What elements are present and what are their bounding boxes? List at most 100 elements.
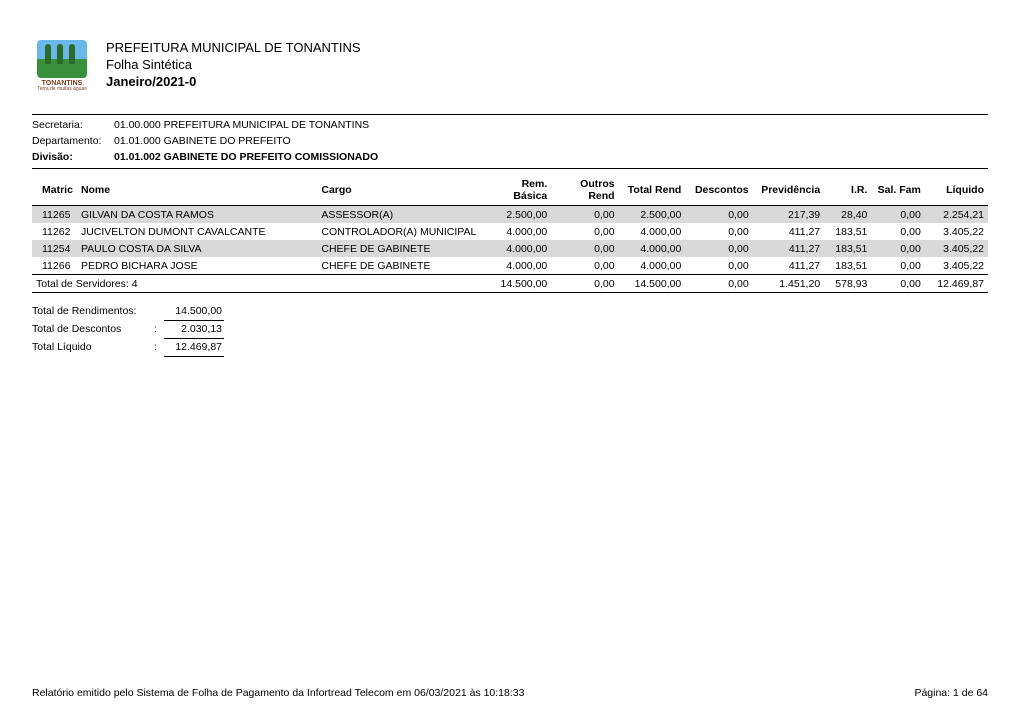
report-period: Janeiro/2021-0 bbox=[106, 74, 361, 89]
cell-tot: 4.000,00 bbox=[619, 257, 686, 275]
summary-block: Total de Rendimentos: 14.500,00 Total de… bbox=[32, 303, 988, 356]
cell-prev: 411,27 bbox=[753, 223, 825, 240]
cell-rem: 4.000,00 bbox=[481, 240, 551, 257]
cell-liq: 3.405,22 bbox=[925, 240, 988, 257]
cell-prev: 411,27 bbox=[753, 257, 825, 275]
col-ir: I.R. bbox=[824, 175, 871, 206]
meta-label-secretaria: Secretaria: bbox=[32, 118, 114, 134]
col-tot: Total Rend bbox=[619, 175, 686, 206]
summary-colon: : bbox=[154, 321, 164, 339]
cell-sal: 0,00 bbox=[871, 240, 924, 257]
summary-descontos-value: 2.030,13 bbox=[164, 321, 224, 339]
cell-sal: 0,00 bbox=[871, 257, 924, 275]
col-liq: Líquido bbox=[925, 175, 988, 206]
col-nome: Nome bbox=[77, 175, 317, 206]
cell-desc: 0,00 bbox=[685, 223, 752, 240]
table-row: 11265GILVAN DA COSTA RAMOSASSESSOR(A)2.5… bbox=[32, 206, 988, 224]
totals-out: 0,00 bbox=[551, 275, 618, 293]
table-body: 11265GILVAN DA COSTA RAMOSASSESSOR(A)2.5… bbox=[32, 206, 988, 275]
meta-block: Secretaria: 01.00.000 PREFEITURA MUNICIP… bbox=[32, 114, 988, 169]
cell-out: 0,00 bbox=[551, 223, 618, 240]
cell-prev: 411,27 bbox=[753, 240, 825, 257]
title-block: PREFEITURA MUNICIPAL DE TONANTINS Folha … bbox=[106, 36, 361, 89]
table-header: Matric Nome Cargo Rem. Básica Outros Ren… bbox=[32, 175, 988, 206]
cell-matric: 11254 bbox=[32, 240, 77, 257]
page-footer: Relatório emitido pelo Sistema de Folha … bbox=[32, 687, 988, 699]
col-out: Outros Rend bbox=[551, 175, 618, 206]
cell-rem: 2.500,00 bbox=[481, 206, 551, 224]
cell-rem: 4.000,00 bbox=[481, 223, 551, 240]
cell-tot: 4.000,00 bbox=[619, 223, 686, 240]
cell-out: 0,00 bbox=[551, 257, 618, 275]
totals-sal: 0,00 bbox=[871, 275, 924, 293]
footer-left: Relatório emitido pelo Sistema de Folha … bbox=[32, 687, 524, 699]
totals-tot: 14.500,00 bbox=[619, 275, 686, 293]
cell-nome: GILVAN DA COSTA RAMOS bbox=[77, 206, 317, 224]
report-title: Folha Sintética bbox=[106, 57, 361, 72]
meta-value-departamento: 01.01.000 GABINETE DO PREFEITO bbox=[114, 134, 291, 150]
totals-desc: 0,00 bbox=[685, 275, 752, 293]
payroll-table: Matric Nome Cargo Rem. Básica Outros Ren… bbox=[32, 175, 988, 293]
cell-desc: 0,00 bbox=[685, 206, 752, 224]
meta-label-divisao: Divisão: bbox=[32, 150, 114, 166]
summary-colon: : bbox=[154, 339, 164, 357]
cell-tot: 4.000,00 bbox=[619, 240, 686, 257]
cell-ir: 183,51 bbox=[824, 223, 871, 240]
org-title: PREFEITURA MUNICIPAL DE TONANTINS bbox=[106, 40, 361, 55]
cell-ir: 28,40 bbox=[824, 206, 871, 224]
cell-liq: 3.405,22 bbox=[925, 223, 988, 240]
summary-liquido-value: 12.469,87 bbox=[164, 339, 224, 357]
totals-rem: 14.500,00 bbox=[481, 275, 551, 293]
col-rem: Rem. Básica bbox=[481, 175, 551, 206]
cell-sal: 0,00 bbox=[871, 223, 924, 240]
cell-liq: 2.254,21 bbox=[925, 206, 988, 224]
totals-prev: 1.451,20 bbox=[753, 275, 825, 293]
meta-value-secretaria: 01.00.000 PREFEITURA MUNICIPAL DE TONANT… bbox=[114, 118, 369, 134]
col-cargo: Cargo bbox=[317, 175, 481, 206]
totals-label: Total de Servidores: 4 bbox=[32, 275, 481, 293]
col-prev: Previdência bbox=[753, 175, 825, 206]
footer-right: Página: 1 de 64 bbox=[914, 687, 988, 699]
logo-image bbox=[37, 40, 87, 78]
cell-cargo: CONTROLADOR(A) MUNICIPAL bbox=[317, 223, 481, 240]
cell-cargo: CHEFE DE GABINETE bbox=[317, 257, 481, 275]
totals-liq: 12.469,87 bbox=[925, 275, 988, 293]
cell-cargo: CHEFE DE GABINETE bbox=[317, 240, 481, 257]
summary-descontos-label: Total de Descontos bbox=[32, 321, 154, 339]
report-header: TONANTINS Terra de muitas águas PREFEITU… bbox=[32, 36, 988, 96]
summary-liquido: Total Líquido : 12.469,87 bbox=[32, 339, 988, 357]
table-row: 11266PEDRO BICHARA JOSECHEFE DE GABINETE… bbox=[32, 257, 988, 275]
summary-rendimentos: Total de Rendimentos: 14.500,00 bbox=[32, 303, 988, 321]
summary-rendimentos-value: 14.500,00 bbox=[164, 303, 224, 321]
cell-prev: 217,39 bbox=[753, 206, 825, 224]
cell-nome: PAULO COSTA DA SILVA bbox=[77, 240, 317, 257]
summary-descontos: Total de Descontos : 2.030,13 bbox=[32, 321, 988, 339]
cell-liq: 3.405,22 bbox=[925, 257, 988, 275]
cell-rem: 4.000,00 bbox=[481, 257, 551, 275]
table-row: 11262JUCIVELTON DUMONT CAVALCANTECONTROL… bbox=[32, 223, 988, 240]
summary-liquido-label: Total Líquido bbox=[32, 339, 154, 357]
cell-ir: 183,51 bbox=[824, 240, 871, 257]
cell-tot: 2.500,00 bbox=[619, 206, 686, 224]
meta-departamento: Departamento: 01.01.000 GABINETE DO PREF… bbox=[32, 134, 988, 150]
cell-matric: 11262 bbox=[32, 223, 77, 240]
cell-desc: 0,00 bbox=[685, 240, 752, 257]
col-desc: Descontos bbox=[685, 175, 752, 206]
cell-ir: 183,51 bbox=[824, 257, 871, 275]
cell-cargo: ASSESSOR(A) bbox=[317, 206, 481, 224]
col-matric: Matric bbox=[32, 175, 77, 206]
cell-sal: 0,00 bbox=[871, 206, 924, 224]
cell-matric: 11265 bbox=[32, 206, 77, 224]
cell-out: 0,00 bbox=[551, 206, 618, 224]
totals-ir: 578,93 bbox=[824, 275, 871, 293]
meta-value-divisao: 01.01.002 GABINETE DO PREFEITO COMISSION… bbox=[114, 150, 378, 166]
cell-desc: 0,00 bbox=[685, 257, 752, 275]
summary-rendimentos-label: Total de Rendimentos: bbox=[32, 303, 154, 321]
totals-row: Total de Servidores: 4 14.500,00 0,00 14… bbox=[32, 275, 988, 293]
cell-nome: PEDRO BICHARA JOSE bbox=[77, 257, 317, 275]
cell-matric: 11266 bbox=[32, 257, 77, 275]
meta-divisao: Divisão: 01.01.002 GABINETE DO PREFEITO … bbox=[32, 150, 988, 166]
cell-nome: JUCIVELTON DUMONT CAVALCANTE bbox=[77, 223, 317, 240]
summary-colon bbox=[154, 303, 164, 321]
table-totals: Total de Servidores: 4 14.500,00 0,00 14… bbox=[32, 275, 988, 293]
